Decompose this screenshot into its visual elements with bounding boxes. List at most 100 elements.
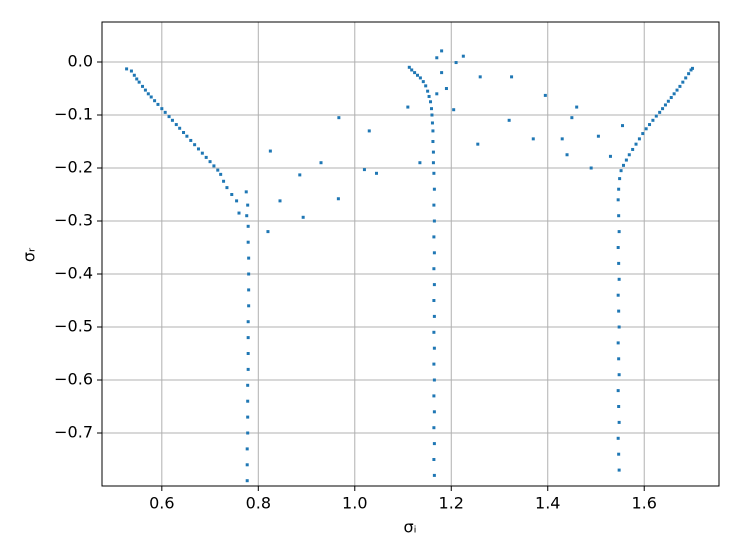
- point: [132, 73, 136, 77]
- point: [230, 193, 234, 197]
- y-tick-label: −0.3: [54, 211, 93, 230]
- point: [617, 309, 621, 313]
- y-axis-label: σᵣ: [20, 247, 39, 262]
- point: [570, 116, 574, 120]
- point: [617, 357, 621, 361]
- point: [246, 203, 250, 207]
- point: [617, 420, 621, 424]
- point: [125, 67, 129, 71]
- point: [661, 107, 665, 111]
- point: [410, 68, 414, 72]
- point: [219, 172, 223, 176]
- point: [510, 75, 514, 79]
- point: [621, 124, 625, 128]
- point: [432, 314, 436, 318]
- point: [245, 214, 249, 218]
- point: [616, 198, 620, 202]
- point: [212, 164, 216, 168]
- point: [617, 214, 621, 218]
- point: [430, 121, 434, 125]
- point: [246, 240, 250, 244]
- point: [225, 186, 229, 190]
- point: [246, 352, 250, 356]
- y-tick-label: −0.6: [54, 370, 93, 389]
- point: [617, 261, 621, 265]
- point: [185, 134, 189, 138]
- point: [208, 160, 212, 164]
- point: [336, 197, 340, 201]
- point: [129, 69, 133, 73]
- point: [432, 171, 436, 175]
- point: [431, 150, 435, 154]
- y-tick-label: −0.1: [54, 105, 93, 124]
- point: [149, 95, 153, 99]
- point: [440, 71, 444, 75]
- point: [663, 103, 667, 107]
- x-tick-label: 1.0: [342, 494, 367, 513]
- point: [432, 394, 436, 398]
- point: [666, 99, 670, 103]
- point: [374, 171, 378, 175]
- point: [246, 336, 250, 340]
- point: [245, 463, 249, 467]
- point: [616, 246, 620, 250]
- point: [621, 163, 625, 167]
- point: [244, 190, 248, 194]
- point: [616, 436, 620, 440]
- point: [689, 68, 693, 72]
- point: [432, 410, 436, 414]
- point: [618, 177, 622, 181]
- point: [432, 473, 436, 477]
- point: [678, 84, 682, 88]
- y-tick-label: −0.5: [54, 317, 93, 336]
- point: [432, 235, 436, 239]
- y-tick-label: −0.7: [54, 423, 93, 442]
- plot-frame: [101, 21, 720, 487]
- point: [531, 137, 535, 141]
- point: [204, 155, 208, 159]
- point: [421, 80, 425, 84]
- x-tick-label: 0.6: [149, 494, 174, 513]
- point: [461, 54, 465, 58]
- point: [575, 105, 579, 109]
- point: [617, 405, 621, 409]
- point: [684, 76, 688, 80]
- point: [418, 161, 422, 165]
- point: [432, 330, 436, 334]
- point: [690, 66, 694, 70]
- point: [137, 80, 141, 84]
- point: [429, 100, 433, 104]
- point: [143, 88, 147, 92]
- point: [617, 468, 621, 472]
- point: [648, 123, 652, 127]
- point: [565, 153, 569, 157]
- point: [432, 346, 436, 350]
- point: [543, 93, 547, 97]
- point: [596, 134, 600, 138]
- point: [654, 114, 658, 118]
- point: [167, 115, 171, 119]
- point: [617, 277, 621, 281]
- point: [246, 367, 250, 371]
- point: [246, 415, 250, 419]
- point: [153, 99, 157, 103]
- point: [429, 107, 433, 111]
- point: [222, 179, 226, 183]
- point: [617, 373, 621, 377]
- point: [268, 149, 272, 153]
- point: [430, 113, 434, 117]
- point: [627, 153, 631, 157]
- y-tick-label: 0.0: [68, 52, 93, 71]
- point: [298, 173, 302, 177]
- point: [444, 87, 448, 91]
- point: [301, 215, 305, 219]
- point: [435, 92, 439, 96]
- point: [193, 143, 197, 147]
- point: [413, 71, 417, 75]
- point: [246, 431, 250, 435]
- point: [426, 89, 430, 93]
- point: [432, 283, 436, 287]
- point: [634, 142, 638, 146]
- point: [675, 88, 679, 92]
- point: [337, 116, 341, 120]
